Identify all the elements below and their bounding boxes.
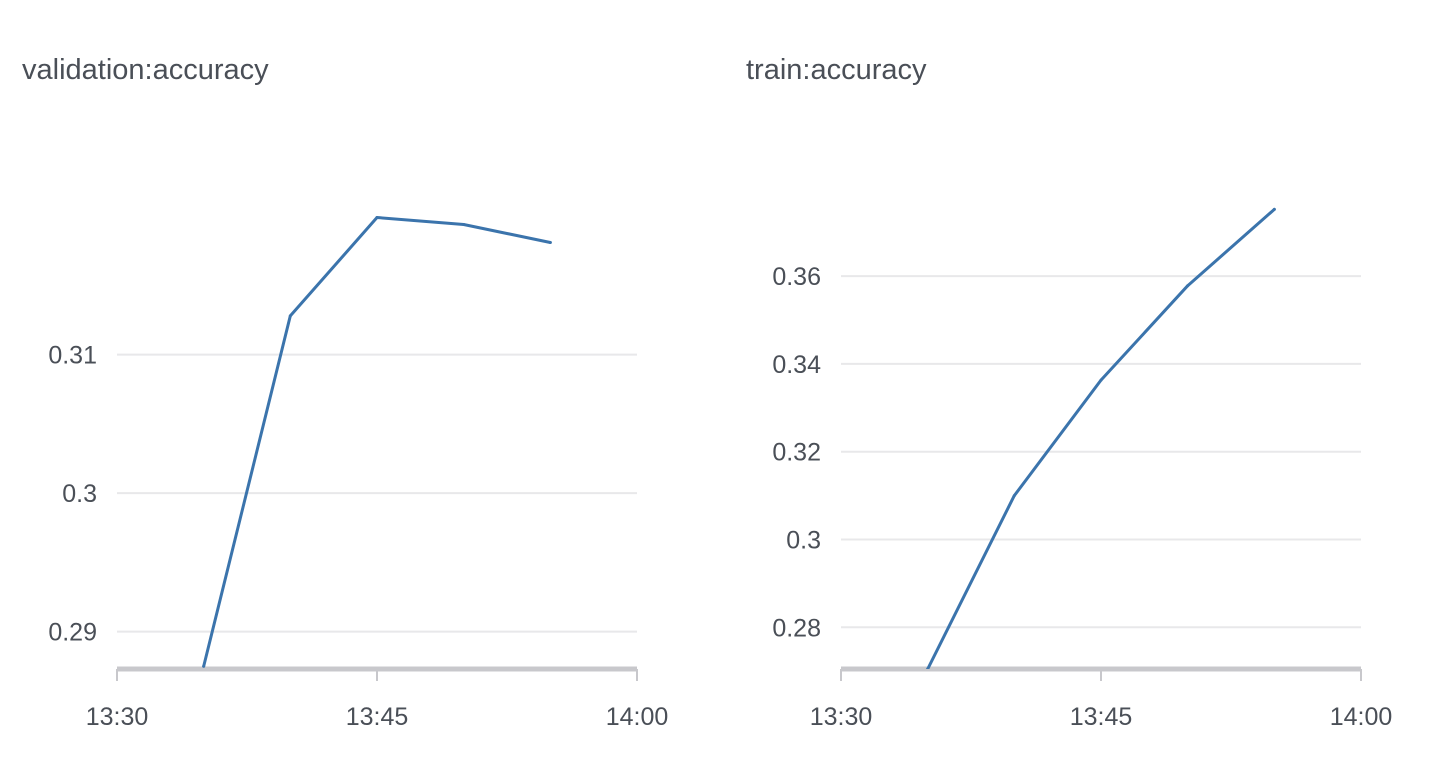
x-tick-label: 13:45 [346, 703, 409, 731]
data-point [1099, 378, 1103, 382]
y-tick-label: 0.3 [62, 480, 97, 508]
y-tick-label: 0.32 [772, 439, 821, 467]
x-tick-label: 14:00 [606, 703, 669, 731]
y-tick-label: 0.34 [772, 351, 821, 379]
y-tick-label: 0.36 [772, 263, 821, 291]
y-tick-label: 0.31 [48, 342, 97, 370]
x-tick-label: 14:00 [1330, 703, 1393, 731]
data-point [1012, 494, 1016, 498]
series-line [202, 216, 552, 668]
y-tick-label: 0.28 [772, 614, 821, 642]
x-tick-label: 13:45 [1070, 703, 1133, 731]
data-point [375, 216, 379, 220]
x-tick-label: 13:30 [810, 703, 873, 731]
data-point [1272, 207, 1276, 211]
data-point [202, 664, 206, 668]
y-tick-label: 0.29 [48, 619, 97, 647]
data-point [1186, 284, 1190, 288]
data-point [926, 667, 930, 669]
x-tick-label: 13:30 [86, 703, 149, 731]
data-point [462, 222, 466, 226]
y-tick-label: 0.3 [786, 526, 821, 554]
train-accuracy-chart: 0.28 0.3 0.32 0.34 0.36 13:30 13:45 14:00 [772, 207, 1393, 731]
series-line [926, 207, 1276, 669]
validation-accuracy-panel: validation:accuracy 0.29 0.3 0.31 13:30 13:4… [22, 54, 669, 731]
chart-title: validation:accuracy [22, 54, 269, 86]
validation-accuracy-chart: 0.29 0.3 0.31 13:30 13:45 14:00 [48, 216, 669, 731]
data-point [548, 240, 552, 244]
data-point [288, 314, 292, 318]
chart-title: train:accuracy [746, 54, 927, 86]
train-accuracy-panel: train:accuracy 0.28 0.3 0.32 0.34 0.36 13:30 1… [721, 0, 1442, 784]
